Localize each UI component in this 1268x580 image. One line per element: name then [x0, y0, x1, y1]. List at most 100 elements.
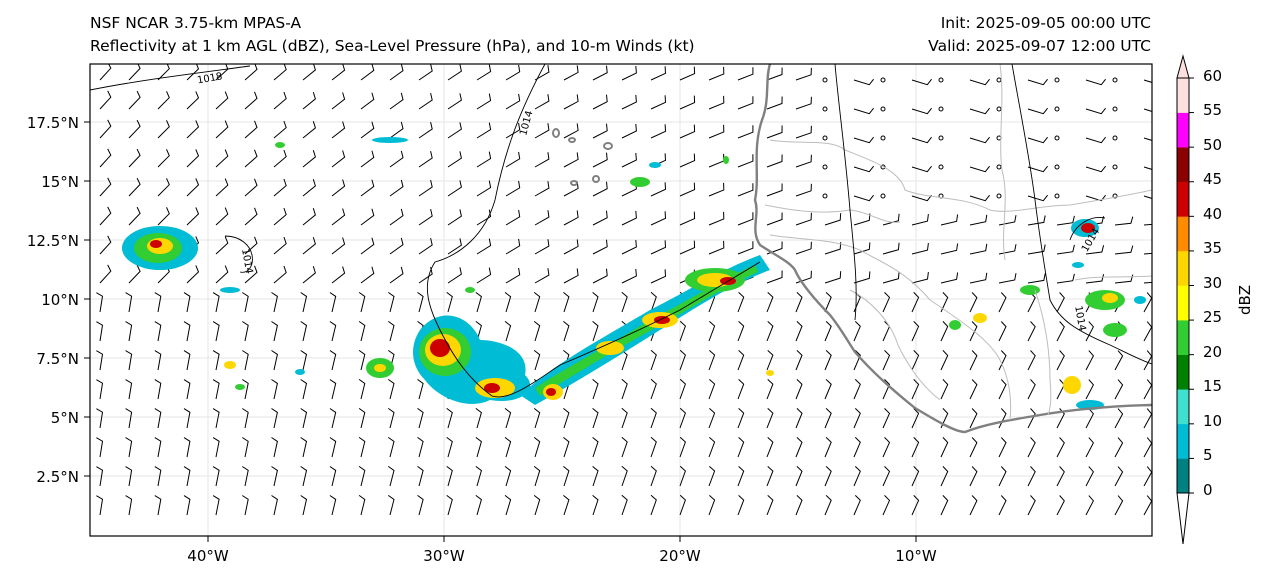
wind-barb: [592, 94, 608, 110]
wind-barb: [99, 64, 112, 81]
wind-barb: [563, 239, 579, 255]
wind-barb: [125, 495, 133, 516]
wind-barb: [212, 379, 220, 400]
wind-barb: [534, 268, 550, 284]
wind-barb: [1027, 215, 1046, 226]
wind-barb: [125, 379, 133, 400]
lat-tick-label: 5°N: [51, 409, 79, 427]
wind-barb: [853, 321, 861, 342]
wind-barb: [215, 178, 229, 197]
wind-barb: [940, 292, 949, 313]
wind-barb: [358, 291, 366, 313]
wind-barb: [300, 379, 308, 400]
colorbar-tick-label: 45: [1203, 170, 1222, 188]
wind-barb: [969, 379, 978, 400]
wind-barb: [186, 265, 200, 284]
wind-barb: [621, 436, 628, 458]
wind-barb: [271, 321, 278, 342]
wind-barb: [824, 437, 832, 458]
calm-wind-marker: [822, 193, 828, 199]
wind-barb: [766, 321, 774, 342]
wind-barb: [242, 379, 249, 400]
wind-barb: [766, 350, 774, 371]
wind-barb: [475, 408, 482, 429]
wind-barb: [969, 136, 990, 144]
wind-barb: [737, 212, 754, 226]
wind-barb: [186, 91, 200, 110]
calm-wind-marker: [1112, 77, 1118, 83]
wind-barb: [1085, 78, 1106, 86]
map-panel: [90, 64, 1152, 536]
wind-barb: [476, 64, 492, 81]
colorbar-tick-label: 30: [1203, 274, 1222, 292]
wind-barb: [708, 240, 725, 255]
wind-barb: [1027, 136, 1048, 144]
wind-barb: [242, 292, 249, 313]
wind-barb: [212, 437, 220, 458]
calm-wind-marker: [822, 106, 828, 112]
wind-barb: [795, 466, 803, 487]
wind-barb: [215, 236, 229, 255]
wind-barb: [1085, 321, 1095, 342]
wind-barb: [1027, 408, 1036, 429]
wind-barb: [737, 437, 745, 458]
wind-barb: [679, 211, 696, 226]
wind-barb: [853, 165, 874, 173]
wind-barb: [157, 207, 170, 226]
wind-barb: [650, 124, 667, 139]
wind-barb: [244, 236, 258, 255]
wind-barb: [96, 321, 104, 342]
wind-barb: [157, 120, 170, 139]
wind-barb: [273, 178, 287, 197]
wind-barb: [125, 466, 133, 487]
wind-barb: [737, 379, 745, 400]
calm-wind-marker: [880, 77, 886, 83]
wind-barb: [563, 210, 579, 226]
wind-barb: [128, 90, 141, 110]
wind-barb: [766, 183, 783, 197]
wind-barb: [621, 378, 628, 400]
wind-barb: [125, 292, 133, 313]
lat-tick-label: 2.5°N: [36, 468, 79, 486]
colorbar-segment: [1177, 147, 1189, 183]
wind-barb: [824, 408, 832, 429]
lat-tick-label: 12.5°N: [27, 232, 79, 250]
wind-barb: [911, 466, 920, 487]
wind-barb: [302, 64, 316, 81]
wind-barb: [882, 437, 891, 458]
wind-barb: [360, 92, 375, 110]
calm-wind-marker: [880, 135, 886, 141]
wind-barb: [244, 120, 258, 139]
wind-barb: [824, 213, 842, 226]
wind-barb: [271, 495, 278, 516]
calm-wind-marker: [880, 106, 886, 112]
colorbar-segment: [1177, 78, 1189, 113]
wind-barb: [1143, 166, 1152, 170]
wind-barb: [446, 292, 453, 313]
wind-barb: [766, 408, 774, 429]
wind-barb: [447, 93, 462, 110]
wind-barb: [592, 268, 608, 284]
wind-barb: [475, 321, 482, 342]
wind-barb: [99, 235, 112, 255]
wind-barb: [563, 466, 570, 487]
wind-barb: [389, 121, 404, 139]
wind-barb: [504, 437, 512, 458]
calm-wind-marker: [996, 106, 1002, 112]
valid-time: Valid: 2025-09-07 12:00 UTC: [928, 37, 1151, 55]
wind-barb: [418, 208, 433, 226]
wind-barb: [446, 495, 453, 516]
wind-barb: [505, 64, 521, 81]
wind-barb: [766, 154, 783, 168]
wind-barb: [795, 437, 803, 458]
wind-barb: [795, 154, 812, 168]
wind-barb: [853, 194, 874, 202]
wind-barb: [1085, 136, 1106, 144]
wind-barb: [329, 292, 337, 313]
wind-barb: [505, 151, 521, 168]
calm-wind-marker: [822, 164, 828, 170]
wind-barb: [388, 494, 395, 516]
wind-barb: [446, 466, 453, 487]
colorbar-segment: [1177, 112, 1189, 148]
wind-barb: [476, 93, 492, 110]
